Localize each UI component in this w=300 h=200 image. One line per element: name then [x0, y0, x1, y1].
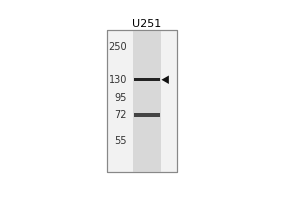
Text: 250: 250 [108, 42, 127, 52]
Text: U251: U251 [132, 19, 161, 29]
Bar [133, 30, 161, 172]
Text: 55: 55 [115, 136, 127, 146]
Bar [134, 113, 160, 117]
Bar [134, 78, 160, 81]
Bar [107, 30, 177, 172]
Polygon shape [161, 76, 169, 84]
Text: 72: 72 [115, 110, 127, 120]
Text: 95: 95 [115, 93, 127, 103]
Text: 130: 130 [109, 75, 127, 85]
Bar [107, 30, 177, 172]
